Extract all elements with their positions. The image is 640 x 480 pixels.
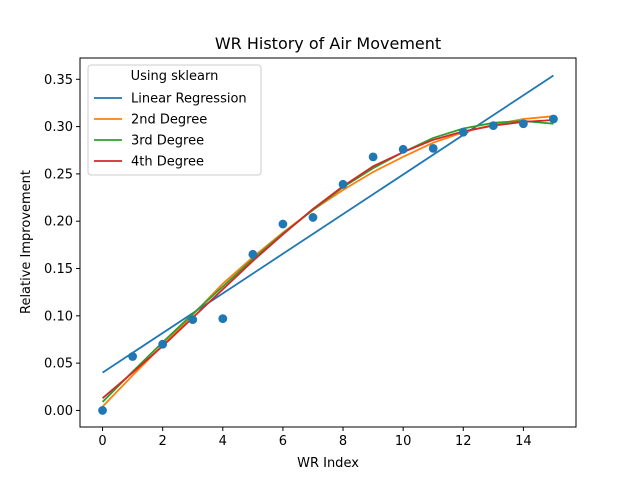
x-tick-label: 8 bbox=[339, 434, 347, 449]
data-point bbox=[488, 121, 498, 131]
data-point bbox=[368, 152, 378, 162]
legend-title: Using sklearn bbox=[131, 69, 219, 84]
chart-title: WR History of Air Movement bbox=[215, 34, 441, 53]
legend-label: 2nd Degree bbox=[131, 113, 207, 128]
data-point bbox=[518, 119, 528, 129]
data-point bbox=[128, 352, 138, 361]
data-point bbox=[98, 406, 107, 415]
x-axis-label: WR Index bbox=[297, 456, 359, 471]
axes-frame bbox=[79, 57, 577, 428]
y-tick-label: 0.25 bbox=[44, 167, 73, 182]
y-tick-label: 0.05 bbox=[44, 357, 73, 372]
data-point bbox=[458, 127, 468, 137]
plot-area bbox=[98, 74, 558, 415]
data-point bbox=[398, 144, 408, 154]
data-point bbox=[428, 143, 438, 153]
series-line-4 bbox=[101, 119, 554, 399]
y-tick-label: 0.15 bbox=[44, 262, 73, 277]
data-point bbox=[188, 315, 198, 325]
x-tick-label: 10 bbox=[395, 434, 412, 449]
y-axis-label: Relative Improvement bbox=[19, 170, 34, 314]
legend-label: 3rd Degree bbox=[131, 134, 204, 149]
x-tick-label: 0 bbox=[98, 434, 106, 449]
x-tick-label: 6 bbox=[279, 434, 287, 449]
y-tick-label: 0.30 bbox=[44, 120, 73, 135]
data-point bbox=[308, 213, 318, 222]
legend-label: 4th Degree bbox=[131, 155, 204, 170]
legend-label: Linear Regression bbox=[131, 92, 247, 107]
y-tick-label: 0.00 bbox=[44, 404, 73, 419]
data-point bbox=[218, 314, 228, 324]
data-point bbox=[248, 249, 258, 259]
x-tick-label: 2 bbox=[159, 434, 167, 449]
data-point bbox=[278, 219, 288, 229]
legend-box bbox=[87, 64, 262, 176]
y-tick-label: 0.35 bbox=[44, 73, 73, 88]
y-tick-label: 0.20 bbox=[44, 215, 73, 230]
data-point bbox=[338, 179, 348, 189]
x-tick-label: 14 bbox=[515, 434, 532, 449]
x-tick-label: 12 bbox=[455, 434, 472, 449]
data-point bbox=[549, 114, 558, 124]
y-tick-label: 0.10 bbox=[44, 309, 73, 324]
x-tick-label: 4 bbox=[219, 434, 227, 449]
axes: 0 2 4 6 8 10 12 14 0.00 0.05 0.10 0.15 0.20 0.25 0.30 0… bbox=[44, 57, 577, 449]
legend: Using sklearn Linear Regression 2nd Degree… bbox=[87, 64, 262, 176]
data-point bbox=[158, 339, 168, 349]
